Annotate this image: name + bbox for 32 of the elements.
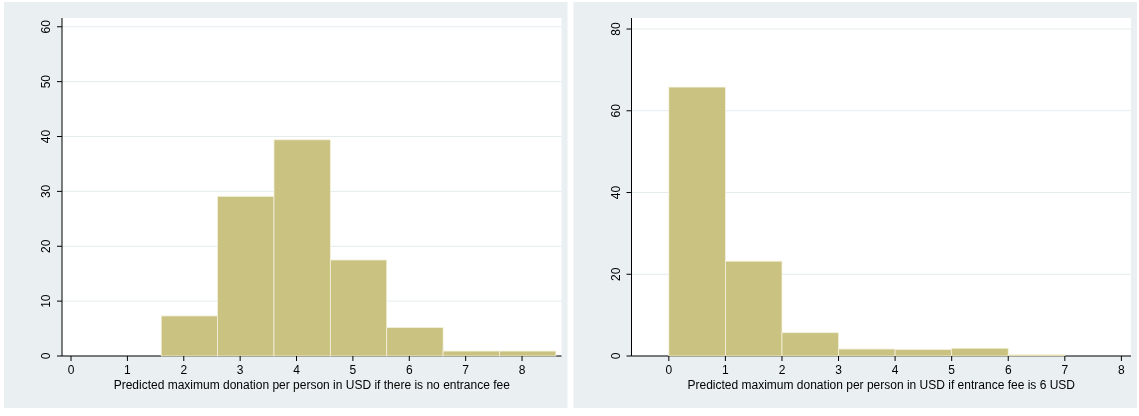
y-tick-label: 30	[39, 184, 53, 199]
x-axis-title: Predicted maximum donation per person in USD if there is no entrance fee	[113, 378, 511, 392]
y-tick-label: 40	[608, 185, 623, 200]
y-tick-label: 80	[608, 22, 623, 36]
y-tick-label: 60	[39, 19, 53, 34]
y-tick-label: 20	[608, 267, 623, 281]
x-tick-label: 1	[124, 363, 132, 377]
x-tick-label: 1	[722, 363, 730, 377]
x-tick-label: 5	[349, 363, 357, 377]
x-tick-label: 3	[236, 363, 244, 377]
y-tick-label: 40	[39, 129, 53, 144]
x-axis-title: Predicted maximum donation per person in USD if entrance fee is 6 USD	[687, 378, 1076, 392]
y-tick-label: 20	[39, 239, 53, 253]
x-tick-label: 7	[462, 363, 470, 377]
x-tick-label: 7	[1061, 363, 1069, 377]
x-tick-label: 2	[180, 363, 188, 377]
y-tick-label: 60	[608, 103, 623, 118]
x-tick-label: 0	[665, 363, 673, 377]
x-tick-label: 4	[891, 363, 899, 377]
x-tick-label: 8	[1118, 363, 1126, 377]
x-tick-label: 6	[1004, 363, 1012, 377]
y-tick-label: 10	[39, 294, 53, 308]
x-tick-label: 4	[293, 363, 301, 377]
x-tick-label: 8	[518, 363, 526, 377]
x-tick-label: 6	[405, 363, 413, 377]
y-tick-label: 0	[608, 352, 623, 360]
x-tick-label: 5	[948, 363, 956, 377]
y-tick-label: 0	[39, 352, 53, 360]
y-tick-label: 50	[39, 74, 53, 89]
x-tick-label: 0	[67, 363, 75, 377]
x-tick-label: 3	[835, 363, 843, 377]
x-tick-label: 2	[778, 363, 786, 377]
